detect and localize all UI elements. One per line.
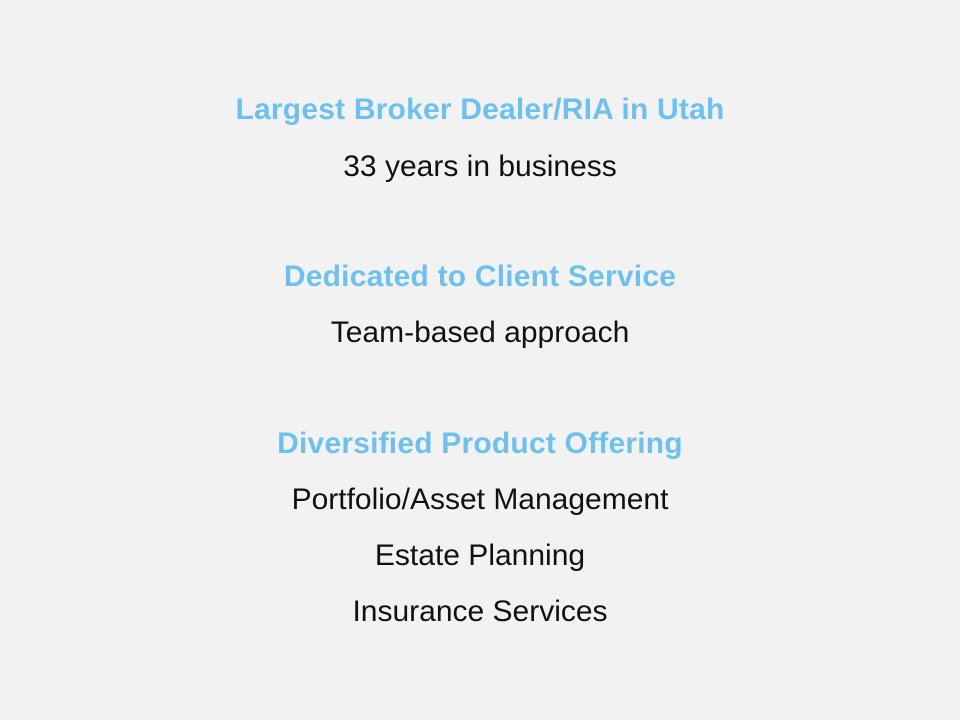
section-line-estate-planning: Estate Planning (374, 539, 586, 572)
section-line-insurance-services: Insurance Services (352, 595, 608, 628)
section-heading-client-service: Dedicated to Client Service (283, 260, 677, 293)
section-heading-product-offering: Diversified Product Offering (277, 427, 683, 460)
section-heading-broker-dealer: Largest Broker Dealer/RIA in Utah (235, 93, 725, 126)
section-line-portfolio-management: Portfolio/Asset Management (291, 483, 669, 516)
section-line-years-in-business: 33 years in business (343, 150, 617, 183)
section-line-team-approach: Team-based approach (330, 316, 630, 349)
